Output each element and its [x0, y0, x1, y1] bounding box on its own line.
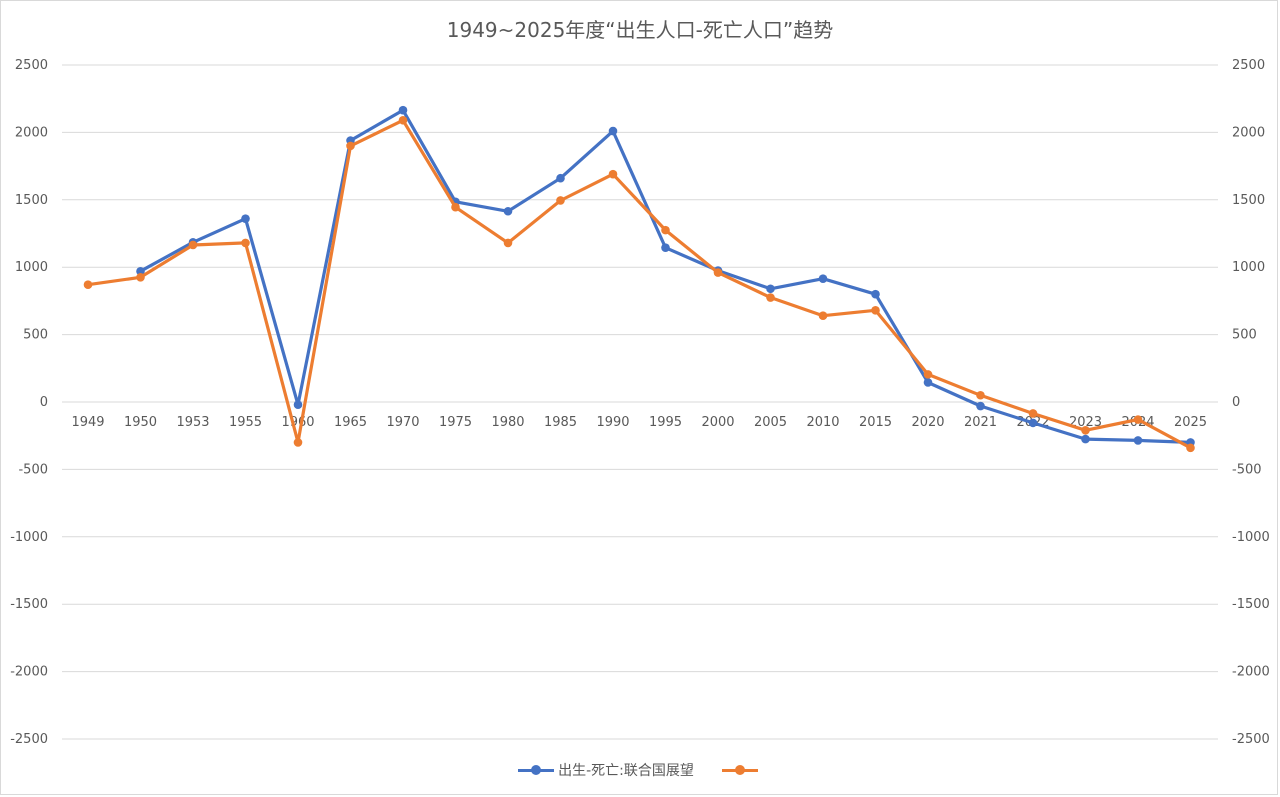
y-tick-label-left: 500 — [23, 328, 48, 343]
y-tick-label-left: -2500 — [10, 732, 48, 747]
y-tick-label-left: 1500 — [15, 193, 48, 208]
legend-swatch-series-1 — [518, 764, 555, 776]
x-tick-label: 2010 — [806, 415, 839, 430]
data-point-series-1[interactable] — [818, 274, 828, 283]
data-point-series-2[interactable] — [661, 225, 670, 235]
y-tick-label-right: 0 — [1232, 395, 1240, 410]
series-line-2 — [87, 118, 1192, 450]
x-tick-label: 1949 — [71, 415, 104, 430]
x-tick-label: 1960 — [281, 415, 314, 430]
chart-legend: 出生-死亡:联合国展望 — [0, 760, 1280, 780]
x-tick-label: 1953 — [176, 415, 209, 430]
y-tick-label-left: 1000 — [15, 260, 48, 275]
x-tick-label: 1970 — [386, 415, 419, 430]
data-point-series-2[interactable] — [871, 306, 880, 315]
y-tick-label-right: 1500 — [1232, 193, 1265, 208]
legend-item-series-1[interactable]: 出生-死亡:联合国展望 — [518, 760, 694, 780]
data-point-series-1[interactable] — [1028, 418, 1038, 428]
chart-title: 1949~2025年度“出生人口-死亡人口”趋势 — [446, 18, 834, 42]
data-point-series-2[interactable] — [451, 202, 460, 212]
y-tick-label-left: -500 — [18, 462, 48, 477]
x-tick-label: 2020 — [911, 415, 944, 430]
x-tick-label: 2015 — [859, 415, 892, 430]
y-tick-label-right: 2500 — [1232, 58, 1265, 73]
x-tick-label: 2005 — [754, 415, 787, 430]
x-tick-label: 1965 — [334, 415, 367, 430]
legend-label-series-1: 出生-死亡:联合国展望 — [558, 763, 694, 779]
legend-item-series-2[interactable] — [721, 764, 762, 776]
x-tick-label: 1950 — [124, 415, 157, 430]
data-point-series-1[interactable] — [1133, 436, 1143, 445]
data-point-series-1[interactable] — [871, 289, 880, 299]
data-point-series-1[interactable] — [923, 378, 933, 387]
x-tick-label: 1995 — [649, 415, 682, 430]
y-tick-label-left: 2500 — [15, 58, 48, 73]
data-point-series-2[interactable] — [293, 438, 303, 447]
data-point-series-2[interactable] — [608, 169, 618, 179]
data-point-series-2[interactable] — [83, 280, 93, 290]
y-tick-label-left: -1000 — [10, 530, 48, 545]
data-point-series-2[interactable] — [188, 240, 198, 250]
y-tick-label-left: -2000 — [10, 665, 48, 680]
data-point-series-1[interactable] — [556, 173, 565, 183]
x-tick-label: 2021 — [964, 415, 997, 430]
data-point-series-2[interactable] — [818, 311, 828, 321]
y-tick-label-right: 1000 — [1232, 260, 1265, 275]
data-point-series-2[interactable] — [136, 273, 145, 282]
x-tick-label: 2025 — [1174, 415, 1207, 430]
y-tick-label-right: -1500 — [1232, 597, 1270, 612]
x-tick-label: 1980 — [491, 415, 524, 430]
data-point-series-2[interactable] — [503, 238, 513, 248]
data-point-series-1[interactable] — [976, 401, 985, 411]
data-point-series-2[interactable] — [346, 141, 355, 151]
data-point-series-2[interactable] — [713, 268, 723, 277]
data-point-series-2[interactable] — [241, 238, 250, 248]
y-tick-label-left: 0 — [40, 395, 48, 410]
x-tick-label: 1985 — [544, 415, 577, 430]
data-point-series-1[interactable] — [503, 206, 513, 216]
data-point-series-1[interactable] — [136, 266, 145, 276]
data-point-series-1[interactable] — [766, 284, 775, 294]
data-point-series-1[interactable] — [608, 126, 618, 136]
y-tick-label-right: 2000 — [1232, 125, 1265, 140]
x-tick-label: 1975 — [439, 415, 472, 430]
data-point-series-1[interactable] — [241, 214, 250, 223]
y-tick-label-right: 500 — [1232, 328, 1257, 343]
y-tick-label-left: 2000 — [15, 125, 48, 140]
data-point-series-2[interactable] — [766, 293, 775, 302]
data-point-series-2[interactable] — [1133, 415, 1143, 424]
data-point-series-2[interactable] — [556, 196, 565, 205]
y-tick-label-right: -500 — [1232, 462, 1262, 477]
data-point-series-1[interactable] — [1081, 434, 1090, 444]
data-point-series-1[interactable] — [398, 105, 408, 115]
y-tick-label-right: -2500 — [1232, 732, 1270, 747]
x-tick-label: 2000 — [701, 415, 734, 430]
data-point-series-2[interactable] — [1081, 426, 1090, 435]
y-tick-label-left: -1500 — [10, 597, 48, 612]
y-tick-label-right: -1000 — [1232, 530, 1270, 545]
x-tick-label: 1990 — [596, 415, 629, 430]
data-point-series-2[interactable] — [976, 390, 985, 400]
data-point-series-2[interactable] — [398, 115, 408, 125]
series-line-1 — [139, 108, 1191, 444]
data-point-series-2[interactable] — [923, 370, 933, 379]
data-point-series-1[interactable] — [293, 400, 303, 409]
y-tick-label-right: -2000 — [1232, 665, 1270, 680]
x-tick-label: 1955 — [229, 415, 262, 430]
legend-swatch-series-2 — [721, 764, 758, 776]
data-point-series-1[interactable] — [661, 243, 670, 252]
data-point-series-2[interactable] — [1028, 409, 1038, 418]
data-point-series-2[interactable] — [1186, 443, 1195, 453]
